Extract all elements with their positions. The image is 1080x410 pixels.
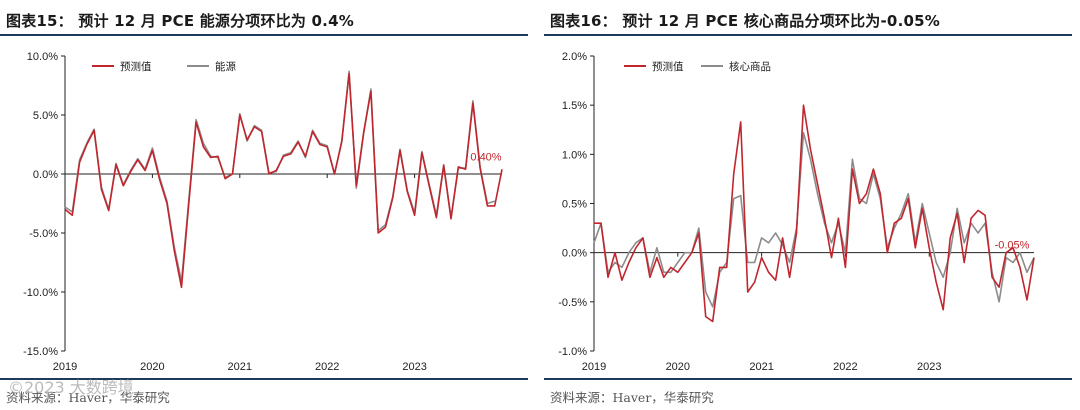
chart-panel-fig15: 图表15： 预计 12 月 PCE 能源分项环比为 0.4% 10.0% 5.0%… <box>0 0 528 410</box>
y-tick-label: 1.5% <box>562 100 587 112</box>
x-tick-label: 2023 <box>402 361 426 373</box>
y-tick-label: 0.0% <box>33 169 58 181</box>
x-tick-label: 2022 <box>833 361 857 373</box>
y-tick-label: -0.5% <box>558 297 587 309</box>
y-tick-label: 0.5% <box>562 199 587 211</box>
legend-label-actual: 能源 <box>215 60 236 73</box>
chart-title: 图表15： 预计 12 月 PCE 能源分项环比为 0.4% <box>6 12 354 30</box>
legend-label-actual: 核心商品 <box>729 60 771 73</box>
y-tick-label: 0.0% <box>562 248 587 260</box>
y-tick-label: 10.0% <box>27 51 58 63</box>
watermark: ©2023 大数跨境 <box>8 378 134 397</box>
source-note: 资料来源：Haver，华泰研究 <box>550 390 714 405</box>
core-goods-line-chart: 2.0% 1.5% 1.0% 0.5% 0.0% -0.5% -1.0% 2019 2020 20… <box>558 51 1035 373</box>
y-tick-label: 1.0% <box>562 149 587 161</box>
x-tick-label: 2019 <box>53 361 77 373</box>
x-tick-label: 2020 <box>666 361 690 373</box>
x-tick-label: 2022 <box>315 361 339 373</box>
title-rule <box>544 34 1072 36</box>
footer-rule <box>0 378 528 380</box>
energy-line-chart: 10.0% 5.0% 0.0% -5.0% -10.0% -15.0% 2019 2020 20… <box>23 51 503 373</box>
forecast-value-annotation: 0.40% <box>470 151 501 163</box>
forecast-series-line <box>64 72 503 289</box>
forecast-value-annotation: -0.05% <box>995 240 1030 252</box>
y-tick-label: -15.0% <box>23 346 58 358</box>
x-tick-label: 2021 <box>749 361 773 373</box>
y-tick-label: -1.0% <box>558 346 587 358</box>
actual-series-line <box>593 131 1035 308</box>
y-tick-label: -10.0% <box>23 287 58 299</box>
legend-label-forecast: 预测值 <box>120 60 152 73</box>
footer-rule <box>544 378 1072 380</box>
legend-label-forecast: 预测值 <box>652 60 684 73</box>
y-tick-label: 5.0% <box>33 110 58 122</box>
chart-panel-fig16: 图表16： 预计 12 月 PCE 核心商品分项环比为-0.05% 2.0% 1.… <box>544 0 1072 410</box>
x-tick-label: 2021 <box>228 361 252 373</box>
source-note: 资料来源：Haver，华泰研究 <box>6 390 170 405</box>
chart-title: 图表16： 预计 12 月 PCE 核心商品分项环比为-0.05% <box>550 12 940 30</box>
x-tick-label: 2023 <box>917 361 941 373</box>
actual-series-line <box>64 70 495 283</box>
y-tick-label: -5.0% <box>29 228 58 240</box>
x-tick-label: 2020 <box>140 361 164 373</box>
forecast-series-line <box>594 104 1035 323</box>
title-rule <box>0 34 528 36</box>
y-tick-label: 2.0% <box>562 51 587 63</box>
x-tick-label: 2019 <box>582 361 606 373</box>
